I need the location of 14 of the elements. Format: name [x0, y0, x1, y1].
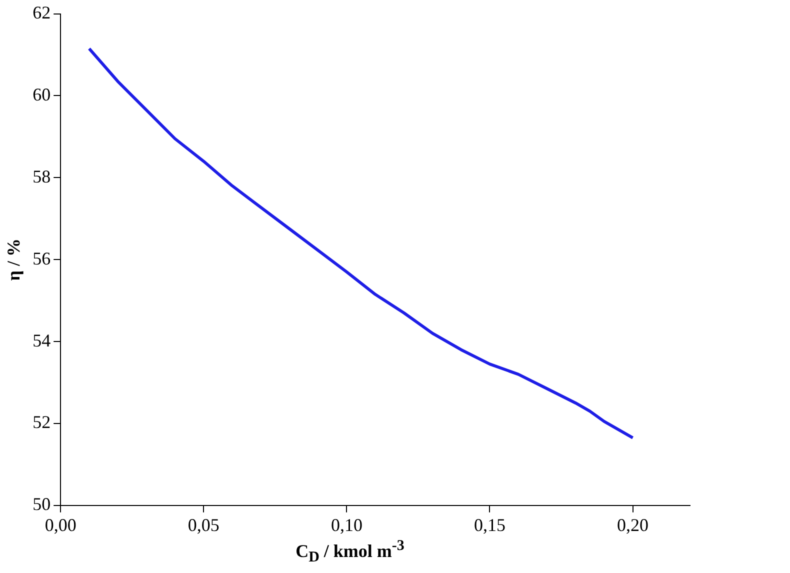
y-axis-title: η / % — [3, 238, 24, 281]
y-tick-label: 60 — [32, 84, 51, 104]
x-axis-title: C$_{D}$ / kmol m$^{-3}$ — [294, 538, 406, 567]
y-tick-label: 52 — [32, 412, 51, 432]
y-tick-label: 54 — [32, 330, 51, 350]
y-tick-label: 56 — [32, 248, 51, 268]
y-tick-label: 62 — [32, 2, 51, 23]
y-tick-label: 50 — [32, 494, 51, 514]
x-tick-label: 0,10 — [330, 514, 362, 535]
x-tick-label: 0,00 — [44, 514, 76, 535]
x-tick-label: 0,20 — [617, 514, 649, 535]
x-tick-label: 0,05 — [188, 514, 220, 535]
y-tick-label: 58 — [32, 166, 51, 186]
x-tick-label: 0,15 — [474, 514, 506, 535]
